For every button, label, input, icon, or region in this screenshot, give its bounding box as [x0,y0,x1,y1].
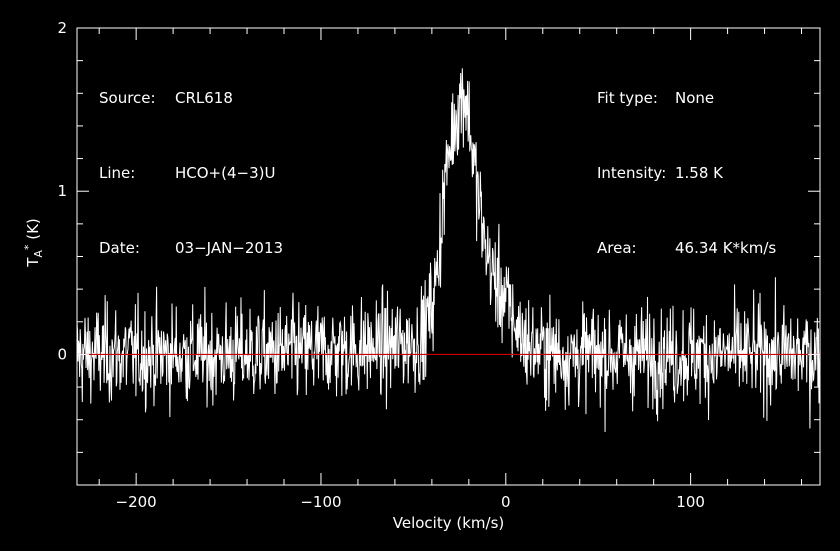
y-tick-label: 1 [57,182,67,200]
info-label: Area: [597,239,637,257]
info-row-area: Area: 46.34 K*km/s [597,236,776,261]
info-label: Source: [99,89,156,107]
info-label: Date: [99,239,140,257]
spectrum-info-right: Fit type: None Intensity: 1.58 K Area: 46.3… [597,36,776,286]
spectrum-info-left: Source: CRL618 Line: HCO+(4−3)U Date: 03−JA… [99,36,283,286]
info-row-fit-type: Fit type: None [597,86,776,111]
info-row-line: Line: HCO+(4−3)U [99,161,283,186]
x-tick-label: 100 [676,493,705,511]
info-value: 46.34 K*km/s [675,239,777,257]
y-axis-label: TA* (K) [22,218,45,268]
spectrum-line [76,68,821,433]
info-label: Fit type: [597,89,658,107]
y-axis-label-t: T [24,257,42,268]
info-row-intensity: Intensity: 1.58 K [597,161,776,186]
y-tick-label: 2 [57,19,67,37]
y-axis-label-star: * [22,244,35,250]
y-axis-label-unit: (K) [24,218,42,244]
x-tick-label: −100 [300,493,341,511]
x-tick-label: −200 [116,493,157,511]
info-value: HCO+(4−3)U [175,164,276,182]
spectrum-series [76,68,821,433]
info-value: None [675,89,715,107]
info-value: CRL618 [175,89,233,107]
x-axis-label: Velocity (km/s) [393,514,504,532]
axis-ticks: −200 −100 0 100 0 1 2 [57,19,820,511]
x-tick-label: 0 [501,493,511,511]
info-value: 1.58 K [675,164,724,182]
info-row-source: Source: CRL618 [99,86,283,111]
info-label: Line: [99,164,136,182]
y-axis-label-sub: A [32,250,45,258]
info-row-date: Date: 03−JAN−2013 [99,236,283,261]
info-label: Intensity: [597,164,667,182]
y-tick-label: 0 [57,345,67,363]
info-value: 03−JAN−2013 [175,239,284,257]
